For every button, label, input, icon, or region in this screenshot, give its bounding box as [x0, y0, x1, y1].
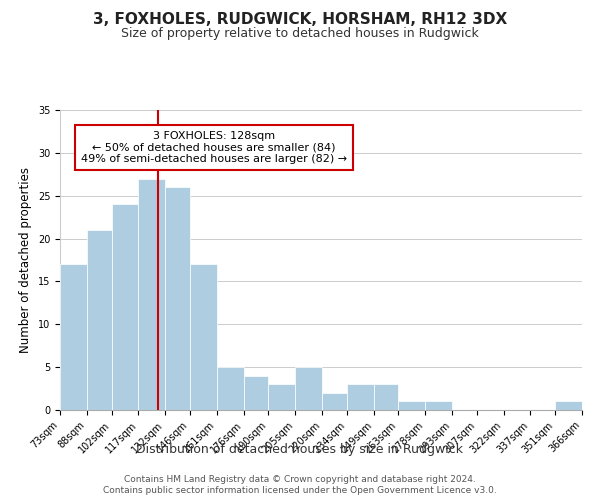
Bar [347, 384, 374, 410]
Bar [374, 384, 398, 410]
Text: Size of property relative to detached houses in Rudgwick: Size of property relative to detached ho… [121, 28, 479, 40]
Bar [165, 187, 190, 410]
Bar [555, 402, 582, 410]
Bar [244, 376, 268, 410]
Bar [217, 367, 244, 410]
Bar [425, 402, 452, 410]
Text: Contains public sector information licensed under the Open Government Licence v3: Contains public sector information licen… [103, 486, 497, 495]
Text: 3 FOXHOLES: 128sqm
← 50% of detached houses are smaller (84)
49% of semi-detache: 3 FOXHOLES: 128sqm ← 50% of detached hou… [81, 131, 347, 164]
Bar [295, 367, 322, 410]
Y-axis label: Number of detached properties: Number of detached properties [19, 167, 32, 353]
Bar [190, 264, 217, 410]
Text: Distribution of detached houses by size in Rudgwick: Distribution of detached houses by size … [137, 442, 464, 456]
Text: Contains HM Land Registry data © Crown copyright and database right 2024.: Contains HM Land Registry data © Crown c… [124, 475, 476, 484]
Bar [322, 393, 347, 410]
Bar [398, 402, 425, 410]
Bar [112, 204, 139, 410]
Bar [268, 384, 295, 410]
Text: 3, FOXHOLES, RUDGWICK, HORSHAM, RH12 3DX: 3, FOXHOLES, RUDGWICK, HORSHAM, RH12 3DX [93, 12, 507, 28]
Bar [60, 264, 87, 410]
Bar [87, 230, 112, 410]
Bar [139, 178, 165, 410]
